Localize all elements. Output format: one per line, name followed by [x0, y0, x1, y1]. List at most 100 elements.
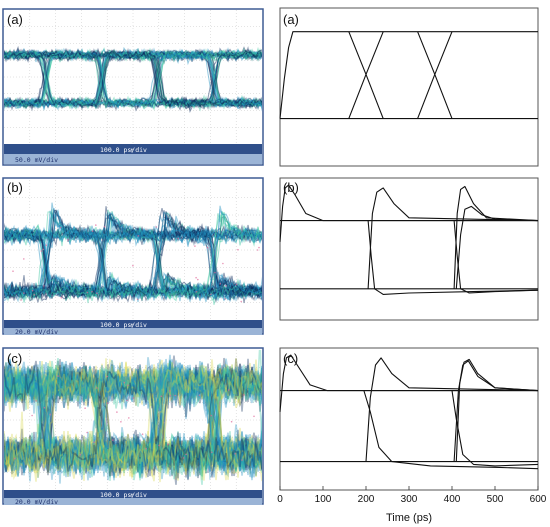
eye-trace	[4, 364, 262, 476]
outlier-point	[258, 246, 260, 249]
eye-trace	[4, 49, 262, 109]
sim-traces-b	[279, 184, 539, 295]
eye-trace	[4, 364, 262, 478]
outlier-point	[230, 420, 233, 423]
eye-trace	[4, 359, 262, 473]
eye-trace	[4, 361, 262, 473]
outlier-point	[96, 292, 98, 295]
x-tick-label: 100	[315, 494, 332, 505]
eye-trace	[4, 358, 262, 475]
vscale-readout: 20.0 mV/div	[15, 328, 58, 336]
outlier-point	[96, 387, 98, 389]
eye-trace	[4, 215, 262, 301]
eye-trace	[4, 350, 262, 472]
eye-trace	[4, 369, 262, 481]
eye-trace	[4, 365, 262, 470]
eye-trace	[4, 47, 262, 62]
eye-trace	[4, 358, 262, 472]
eye-trace	[4, 49, 262, 108]
eye-trace	[4, 48, 262, 110]
eye-trace	[4, 368, 262, 482]
eye-trace	[4, 364, 262, 476]
eye-trace	[4, 47, 262, 112]
outlier-point	[31, 289, 34, 292]
trigger-marker-icon: ↑	[130, 321, 134, 329]
outlier-point	[155, 226, 157, 228]
eye-trace	[4, 49, 262, 110]
outlier-point	[243, 394, 245, 396]
outlier-point	[241, 459, 243, 461]
trigger-marker-icon: ↑	[130, 491, 134, 499]
eye-trace	[4, 48, 262, 110]
eye-trace	[4, 359, 262, 472]
eye-trace	[4, 361, 262, 475]
eye-trace	[4, 364, 262, 481]
eye-trace	[4, 364, 262, 481]
eye-trace	[4, 48, 262, 111]
series-line-5	[367, 220, 539, 295]
eye-trace	[4, 366, 262, 478]
eye-trace	[4, 47, 262, 110]
eye-trace	[4, 211, 262, 299]
eye-trace	[4, 226, 262, 245]
eye-trace	[4, 47, 262, 109]
eye-trace	[4, 48, 262, 111]
eye-trace	[4, 431, 262, 481]
outlier-point	[86, 431, 88, 434]
eye-trace	[4, 360, 262, 480]
outlier-point	[160, 395, 163, 398]
x-tick-label: 400	[444, 494, 461, 505]
eye-trace	[4, 207, 262, 303]
eye-trace	[4, 49, 262, 110]
eye-trace	[4, 364, 262, 472]
eye-trace	[4, 357, 262, 485]
eye-trace	[4, 362, 262, 470]
eye-trace	[4, 222, 262, 304]
sim-traces-c	[279, 354, 539, 470]
outlier-point	[84, 407, 86, 410]
eye-trace	[4, 226, 262, 301]
outlier-point	[195, 276, 197, 279]
series-line-1	[279, 31, 538, 119]
eye-trace	[4, 211, 262, 299]
eye-trace	[4, 51, 262, 110]
scope-grid-c	[4, 350, 262, 490]
eye-trace	[4, 47, 262, 109]
eye-trace	[4, 211, 262, 302]
eye-trace	[4, 367, 262, 478]
outlier-point	[91, 290, 93, 293]
eye-trace	[4, 361, 262, 470]
eye-trace	[4, 214, 262, 300]
eye-trace	[4, 48, 262, 110]
outlier-point	[235, 283, 238, 286]
outlier-point	[91, 230, 94, 232]
eye-trace	[4, 360, 262, 480]
eye-trace	[4, 206, 262, 301]
eye-trace	[4, 361, 262, 477]
eye-trace	[4, 50, 262, 109]
eye-trace	[4, 48, 262, 110]
eye-trace	[4, 48, 262, 112]
outlier-point	[198, 394, 201, 397]
eye-trace	[4, 362, 262, 479]
eye-trace	[4, 364, 262, 478]
eye-trace	[4, 212, 262, 297]
outlier-point	[60, 296, 63, 299]
eye-trace	[4, 361, 262, 472]
eye-trace	[4, 227, 262, 302]
eye-trace	[4, 208, 262, 302]
eye-trace	[4, 369, 262, 476]
outlier-point	[169, 394, 172, 397]
x-axis-title: Time (ps)	[386, 512, 432, 524]
eye-trace	[4, 362, 262, 478]
eye-trace	[4, 47, 262, 66]
eye-trace	[4, 210, 262, 303]
eye-trace	[4, 225, 262, 303]
eye-trace	[4, 229, 262, 300]
eye-trace	[4, 213, 262, 302]
eye-trace	[4, 365, 262, 476]
eye-trace	[4, 364, 262, 411]
outlier-point	[194, 245, 196, 247]
outlier-point	[35, 400, 37, 402]
